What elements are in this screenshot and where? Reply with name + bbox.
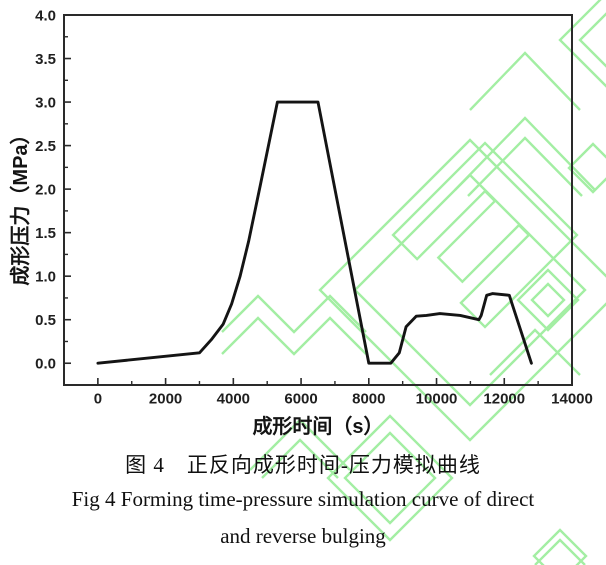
watermark-diamond [343,431,437,525]
x-tick-label: 4000 [217,390,250,407]
watermark-diamond [578,12,606,68]
watermark-diamond [516,268,580,332]
plot-frame [63,14,573,386]
y-tick-label: 3.5 [35,51,56,68]
watermark-zigzag [221,294,367,334]
watermark-diamond [530,282,566,318]
x-axis-title: 成形时间（s） [252,414,383,438]
y-tick-label: 4.0 [35,7,56,24]
watermark-diamond [353,173,587,407]
pressure-curve [96,100,533,365]
watermark-diamond [326,414,454,542]
watermark-diamond [558,0,606,88]
figure-caption-chinese: 图 4 正反向成形时间-压力模拟曲线 [125,453,481,477]
watermark-chevron [489,328,581,376]
y-tick-label: 0.0 [35,355,56,372]
watermark-chevron [261,438,339,479]
x-tick-label: 14000 [551,390,593,407]
watermark-chevron [469,51,581,111]
figure-caption-english-line1: Fig 4 Forming time-pressure simulation c… [71,487,535,511]
x-tick-label: 6000 [284,390,317,407]
watermark-diamond [532,528,588,565]
y-tick-label: 3.0 [35,94,56,111]
pressure-time-chart: 0 2000 4000 6000 8000 10000 12000 14000 0.0 0.5 1.… [8,7,593,438]
watermark-chevron [534,538,586,565]
y-tick-label: 2.0 [35,181,56,198]
y-axis-title: 成形压力（MPa） [8,124,32,285]
watermark-diamond [567,142,606,194]
x-tick-label: 8000 [352,390,385,407]
figure-caption-english-line2: and reverse bulging [220,524,386,548]
y-tick-label: 2.5 [35,138,56,155]
watermark-e-glyph [391,141,579,329]
x-tick-label: 0 [94,390,102,407]
watermark-chevron [467,136,583,197]
watermark-diamond [318,138,606,442]
watermark-zigzag [221,316,367,356]
x-tick-label: 10000 [416,390,458,407]
x-tick-label: 2000 [149,390,182,407]
watermark-chevron [249,418,351,471]
x-tick-label: 12000 [483,390,525,407]
y-tick-label: 1.5 [35,225,56,242]
y-tick-label: 1.0 [35,268,56,285]
y-tick-label: 0.5 [35,312,56,329]
